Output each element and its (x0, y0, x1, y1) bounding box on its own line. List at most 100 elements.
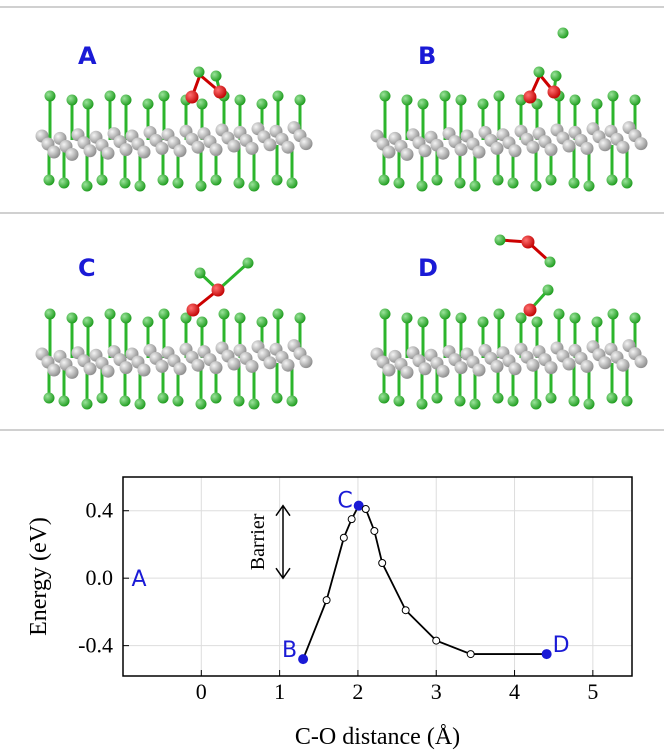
atom (248, 180, 260, 192)
atom (256, 98, 268, 110)
atom (281, 140, 295, 154)
atom (455, 94, 467, 106)
panel-label: C (78, 254, 96, 282)
atom (629, 94, 641, 106)
annotation: Barrier (247, 513, 269, 570)
atom (544, 361, 558, 375)
atom (490, 359, 504, 373)
atom (65, 365, 79, 379)
atom (621, 395, 633, 407)
panel-label: D (418, 254, 438, 282)
atom (294, 94, 306, 106)
atom (157, 174, 169, 186)
atom (119, 395, 131, 407)
atom (553, 308, 565, 320)
y-tick-label: -0.4 (78, 633, 113, 658)
molecule-panels (35, 27, 648, 410)
atom (533, 66, 545, 78)
atom (83, 362, 97, 376)
atom (550, 70, 562, 82)
atom (583, 180, 595, 192)
atom (530, 398, 542, 410)
atom (211, 283, 225, 297)
atom (173, 144, 187, 158)
y-tick-label: 0.0 (86, 565, 114, 590)
atom (629, 312, 641, 324)
atom (530, 180, 542, 192)
atom (158, 308, 170, 320)
atom (227, 357, 241, 371)
atom (542, 284, 554, 296)
atom (83, 144, 97, 158)
atom (598, 138, 612, 152)
atom (580, 141, 594, 155)
bond (216, 261, 250, 292)
atom (469, 398, 481, 410)
point (466, 650, 475, 659)
atom (185, 90, 199, 104)
atom (607, 90, 619, 102)
atom (194, 267, 206, 279)
atom (158, 90, 170, 102)
atom (545, 392, 557, 404)
atom (378, 392, 390, 404)
atom (173, 362, 187, 376)
atom (120, 94, 132, 106)
atom (508, 144, 522, 158)
atom (286, 395, 298, 407)
atom (119, 361, 133, 375)
atom (436, 364, 450, 378)
atom (418, 144, 432, 158)
atom (583, 398, 595, 410)
atom (120, 312, 132, 324)
atom (299, 355, 313, 369)
atom (180, 312, 192, 324)
atom (210, 174, 222, 186)
atom (286, 177, 298, 189)
atom (431, 392, 443, 404)
atom (606, 174, 618, 186)
atom (101, 146, 115, 160)
atom (591, 316, 603, 328)
atom (137, 145, 151, 159)
point (432, 636, 441, 645)
atom (606, 392, 618, 404)
atom (455, 312, 467, 324)
atom (142, 316, 154, 328)
line (302, 504, 547, 660)
atom (472, 145, 486, 159)
atom (47, 145, 61, 159)
atom (493, 90, 505, 102)
atom (245, 359, 259, 373)
x-tick-label: 1 (274, 679, 285, 704)
atom (454, 143, 468, 157)
atom (172, 395, 184, 407)
point-label: B (282, 638, 297, 663)
atom (157, 392, 169, 404)
atom (142, 98, 154, 110)
x-tick-label: 3 (431, 679, 442, 704)
atom (526, 358, 540, 372)
atom (281, 358, 295, 372)
atom (96, 392, 108, 404)
atom (507, 177, 519, 189)
atom (598, 356, 612, 370)
atom (191, 140, 205, 154)
atom (439, 308, 451, 320)
y-tick-label: 0.4 (86, 498, 114, 523)
atom (400, 365, 414, 379)
atom (186, 303, 200, 317)
atom (416, 398, 428, 410)
atom (472, 363, 486, 377)
atom (562, 139, 576, 153)
atom (263, 356, 277, 370)
atom (248, 398, 260, 410)
atom (155, 141, 169, 155)
atom (44, 90, 56, 102)
atom (81, 398, 93, 410)
atom (134, 180, 146, 192)
atom (195, 180, 207, 192)
annotation: A (131, 567, 146, 592)
atom (454, 395, 466, 407)
atom (382, 363, 396, 377)
